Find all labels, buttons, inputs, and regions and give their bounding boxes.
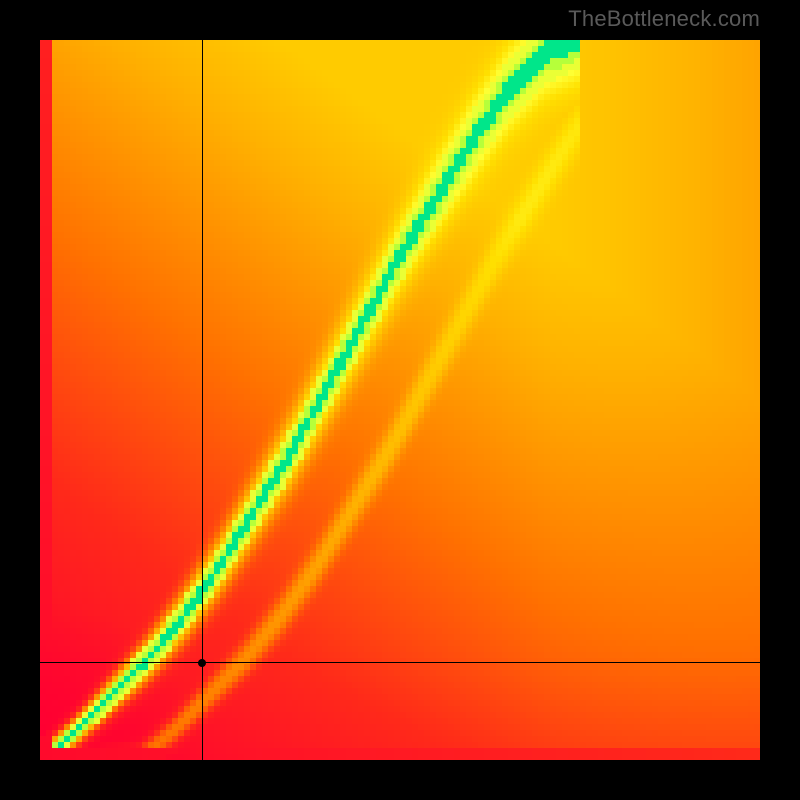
watermark-text: TheBottleneck.com <box>568 6 760 32</box>
heatmap-plot <box>40 40 760 760</box>
frame: TheBottleneck.com <box>0 0 800 800</box>
crosshair-horizontal <box>40 662 760 663</box>
crosshair-dot <box>198 659 206 667</box>
crosshair-vertical <box>202 40 203 760</box>
heatmap-canvas <box>40 40 760 760</box>
